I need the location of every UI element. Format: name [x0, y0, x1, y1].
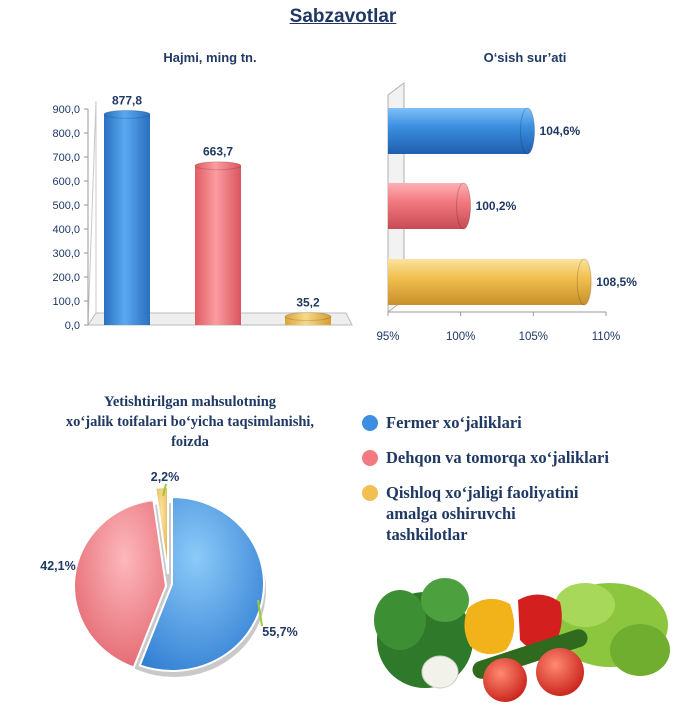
- yellow-pepper-icon: [464, 598, 515, 655]
- hbar-cap: [576, 258, 592, 306]
- x-tick-label: 100%: [446, 331, 475, 343]
- hbar: [388, 108, 528, 154]
- bar-cap: [284, 312, 332, 322]
- legend-label: amalga oshiruvchi: [386, 504, 516, 523]
- y-tick-label: 700,0: [52, 152, 80, 164]
- legend-swatch-blue: [362, 415, 378, 431]
- pie-value-label: 42,1%: [40, 559, 75, 573]
- bar: [195, 165, 241, 325]
- hbar-cap: [456, 182, 472, 230]
- bar-value-label: 35,2: [296, 296, 320, 310]
- hbar-value-label: 104,6%: [540, 124, 581, 138]
- legend-item-fermer: Fermer xo‘jaliklari: [362, 412, 682, 433]
- bar-value-label: 663,7: [203, 145, 233, 159]
- legend-swatch-yellow: [362, 485, 378, 501]
- volume-chart-title: Hajmi, ming tn.: [163, 50, 257, 65]
- hbar: [388, 259, 585, 305]
- y-tick-label: 900,0: [52, 104, 80, 116]
- hbar: [388, 183, 464, 229]
- hbar-cap: [520, 107, 536, 155]
- legend-label: Dehqon va tomorqa xo‘jaliklari: [386, 448, 609, 467]
- pie-slice: [154, 485, 169, 575]
- pie-leader-line: [162, 483, 167, 497]
- red-pepper-icon: [518, 594, 562, 651]
- legend-label: Qishloq xo‘jaligi faoliyatini: [386, 483, 579, 502]
- y-tick-label: 500,0: [52, 200, 80, 212]
- legend: Fermer xo‘jaliklari Dehqon va tomorqa xo…: [362, 412, 682, 559]
- y-tick-label: 800,0: [52, 128, 80, 140]
- onion-icon: [421, 655, 459, 689]
- y-tick-label: 400,0: [52, 224, 80, 236]
- pie-title-line: Yetishtirilgan mahsulotning: [103, 394, 277, 410]
- growth-chart-title: O‘sish sur’ati: [483, 50, 567, 65]
- bar-value-label: 877,8: [112, 93, 142, 107]
- hbar-value-label: 108,5%: [596, 275, 637, 289]
- pie-value-label: 2,2%: [151, 470, 180, 484]
- bar: [104, 114, 150, 325]
- bar-cap: [103, 109, 151, 119]
- hbar-value-label: 100,2%: [476, 199, 517, 213]
- y-tick-label: 600,0: [52, 176, 80, 188]
- x-tick-label: 105%: [519, 331, 548, 343]
- y-tick-label: 100,0: [52, 296, 80, 308]
- y-tick-label: 0,0: [65, 320, 80, 332]
- tomato-icon: [483, 658, 527, 702]
- legend-label: Fermer xo‘jaliklari: [386, 413, 522, 432]
- pie-title-line: foizda: [171, 434, 209, 450]
- back-wall: [87, 100, 97, 326]
- pie-value-label: 55,7%: [262, 625, 297, 639]
- pie-title-line: xo‘jalik toifalari bo‘yicha taqsimlanish…: [65, 414, 315, 430]
- y-tick-label: 300,0: [52, 248, 80, 260]
- pie-slice: [73, 498, 168, 669]
- pie-leader-line: [257, 599, 263, 627]
- legend-label: tashkilotlar: [386, 525, 468, 544]
- legend-item-tashkilotlar: Qishloq xo‘jaligi faoliyatini amalga osh…: [362, 482, 682, 545]
- y-tick-label: 200,0: [52, 272, 80, 284]
- pie-chart-title: Yetishtirilgan mahsulotning xo‘jalik toi…: [20, 392, 360, 452]
- legend-item-dehqon: Dehqon va tomorqa xo‘jaliklari: [362, 447, 682, 468]
- pie-slice: [138, 495, 265, 672]
- vegetables-photo: [374, 578, 670, 702]
- x-tick-label: 95%: [376, 331, 399, 343]
- bar-cap: [194, 161, 242, 171]
- bar: [285, 316, 331, 325]
- legend-swatch-red: [362, 450, 378, 466]
- page-title: Sabzavotlar: [289, 6, 397, 27]
- tomato-icon: [536, 648, 584, 696]
- x-tick-label: 110%: [592, 331, 621, 343]
